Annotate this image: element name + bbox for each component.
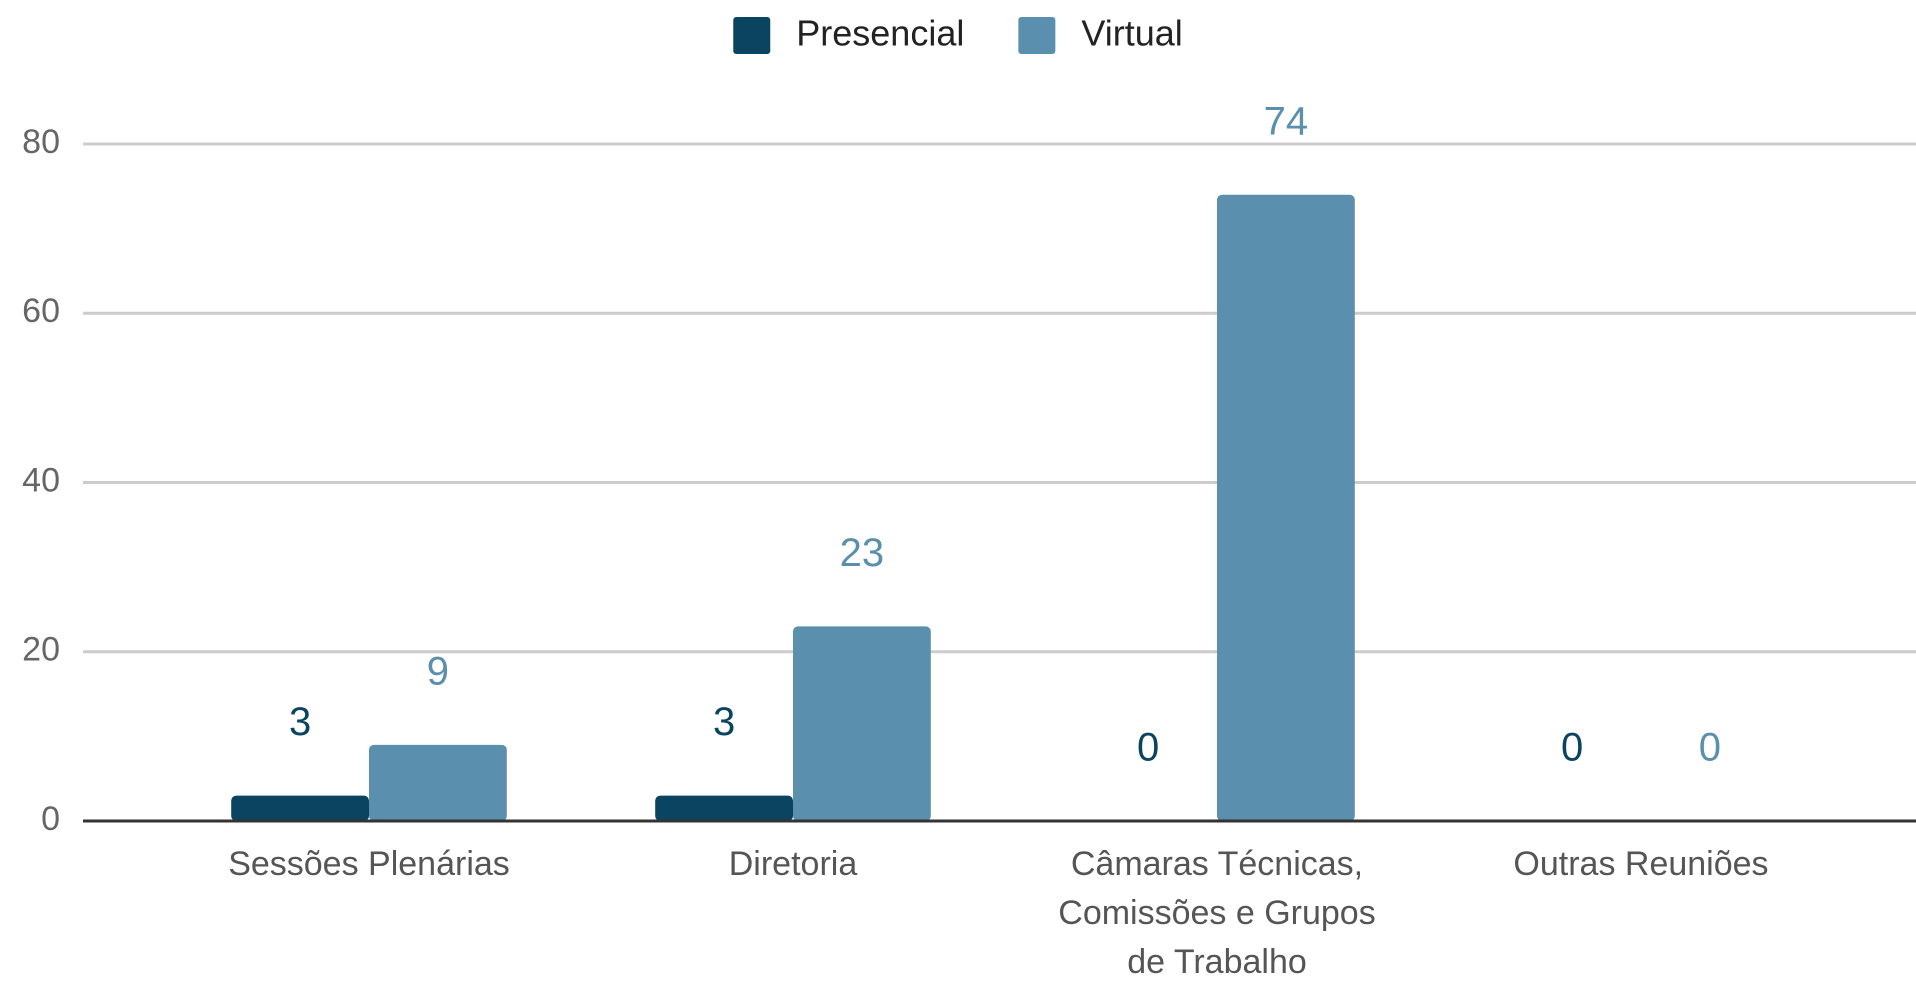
x-tick-label: Diretoria [729, 845, 858, 883]
y-tick-label: 60 [22, 292, 60, 330]
y-tick-label: 40 [22, 461, 60, 499]
x-tick-label: Sessões Plenárias [228, 845, 510, 883]
data-label: 0 [1561, 726, 1583, 770]
legend-swatch [733, 17, 771, 54]
bar [369, 744, 507, 821]
data-label: 0 [1137, 726, 1159, 770]
bar [231, 795, 369, 821]
data-label: 9 [427, 649, 449, 693]
data-label: 23 [840, 531, 885, 575]
x-tick-label: Outras Reuniões [1513, 845, 1768, 883]
legend-label: Presencial [796, 13, 964, 54]
y-tick-label: 0 [41, 800, 60, 838]
data-label: 74 [1264, 99, 1309, 143]
legend: Presencial Virtual [733, 13, 1183, 54]
legend-label: Virtual [1081, 13, 1182, 54]
data-label: 3 [713, 700, 735, 744]
x-tick-label: Câmaras Técnicas, Comissões e Grupos de Tr… [1058, 845, 1375, 981]
y-tick-label: 20 [22, 631, 60, 669]
data-label: 0 [1699, 726, 1721, 770]
data-label: 3 [289, 700, 311, 744]
legend-swatch [1018, 17, 1056, 54]
bar [655, 795, 793, 821]
y-tick-label: 80 [22, 123, 60, 161]
bar [1217, 194, 1355, 821]
bar [793, 626, 931, 821]
